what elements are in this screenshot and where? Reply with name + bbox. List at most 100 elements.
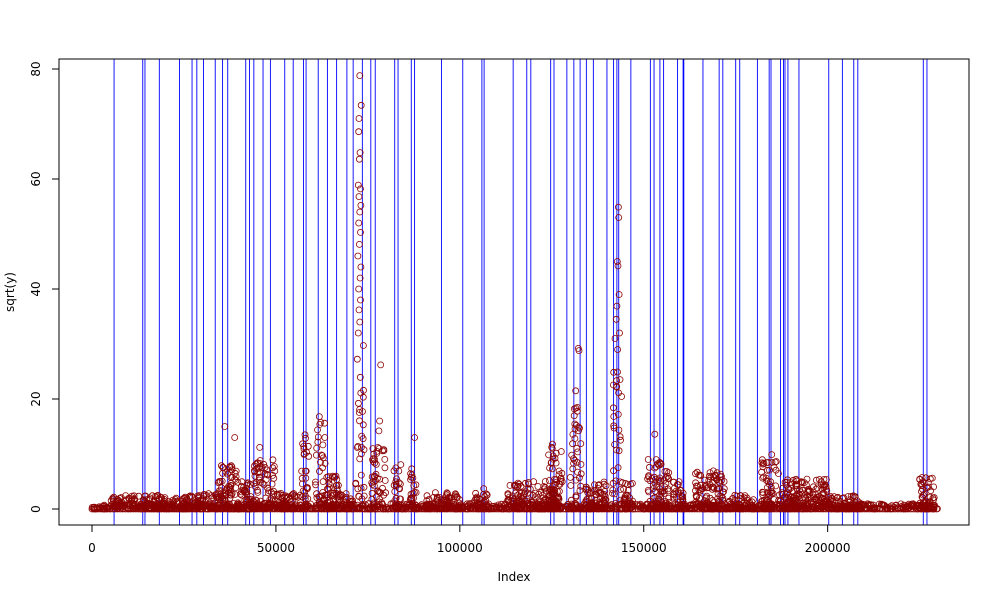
data-point [355,193,363,201]
data-point [626,505,633,513]
data-point [304,442,312,450]
data-point [573,458,581,466]
data-point [622,491,630,499]
data-point [790,503,798,511]
data-point [556,487,563,495]
data-point [710,474,718,482]
data-point [886,503,893,511]
data-point [392,478,400,486]
data-point [258,464,266,472]
data-point [315,498,323,506]
data-point [678,503,686,511]
data-point [623,499,631,507]
data-point [303,484,311,491]
data-point [921,490,928,498]
data-point [332,472,340,480]
data-point [644,456,652,463]
data-point [549,455,557,463]
data-point [159,500,166,508]
data-point [397,461,405,469]
data-point [346,497,354,505]
data-point [492,504,500,512]
data-point [314,426,321,434]
data-point [660,490,668,497]
data-point [615,214,623,221]
data-point [930,505,937,513]
data-point [708,483,716,491]
data-point [218,495,226,503]
data-point [514,482,522,490]
data-point [347,503,355,510]
data-point [556,504,564,512]
data-point [570,455,577,463]
data-point [215,487,223,495]
data-point [260,481,268,489]
data-point [847,492,855,500]
data-point [550,491,557,499]
data-point [443,497,451,505]
data-point [664,501,672,509]
data-point [672,493,680,501]
data-point [140,503,148,511]
data-point [616,376,624,384]
data-point [355,306,363,314]
data-point [252,496,260,504]
data-point [333,475,341,483]
data-point [319,441,327,449]
data-point [304,495,312,503]
data-point [257,503,265,511]
data-point [552,476,560,484]
data-point [324,473,332,480]
data-point [312,504,320,512]
data-point [545,477,553,484]
data-point [768,489,776,497]
data-point [810,483,817,491]
data-point [542,487,550,495]
data-point [624,481,631,489]
data-point [570,412,578,420]
data-point [355,115,363,122]
data-point [577,440,585,448]
data-point [434,497,442,504]
data-point [594,484,602,492]
data-point [233,505,241,513]
data-point [340,504,348,512]
data-point [169,496,177,504]
data-point [582,504,590,512]
data-point [354,181,362,189]
data-point [801,500,809,508]
data-point [628,500,635,508]
data-point [909,501,917,509]
data-point [382,489,390,497]
data-point [221,496,229,504]
data-point [254,469,262,477]
data-point [548,443,556,451]
data-point [692,487,699,495]
data-point [357,443,365,451]
data-point [657,488,665,496]
data-point [433,496,441,504]
data-point [577,470,585,478]
data-point [833,501,841,509]
data-point [160,505,168,513]
data-point [768,451,776,459]
data-point [125,495,133,503]
data-point [359,393,367,401]
data-point [547,498,555,505]
data-point [712,472,719,480]
data-point [718,505,726,513]
data-point [917,504,925,512]
data-point [592,491,600,499]
data-point [549,452,557,460]
data-point [558,469,566,477]
data-point [655,476,662,484]
data-point [357,296,364,304]
data-point [884,505,892,512]
data-point [535,490,543,498]
data-point [229,505,237,513]
data-point [570,459,577,467]
data-point [618,393,625,400]
data-point [612,502,620,509]
data-point [375,488,383,496]
data-point [480,485,488,493]
